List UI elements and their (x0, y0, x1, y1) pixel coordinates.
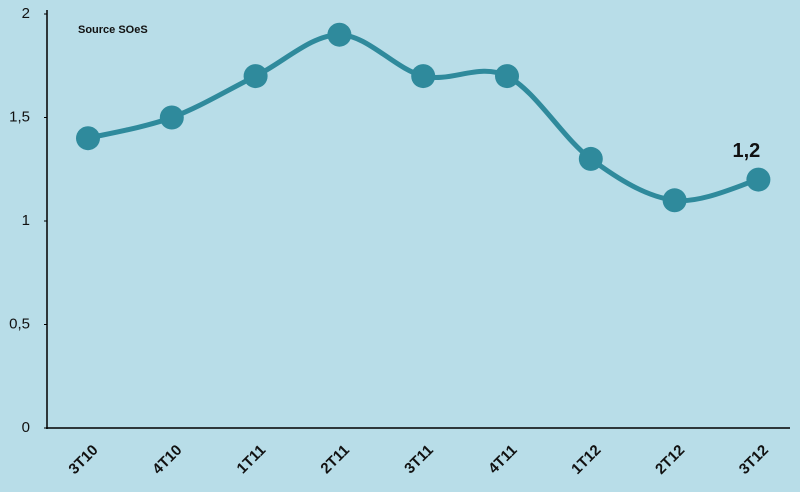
marker (159, 105, 184, 130)
y-tick-label: 1,5 (9, 108, 30, 125)
marker (327, 22, 352, 47)
marker (746, 167, 771, 192)
y-tick-label: 1 (22, 212, 30, 229)
y-tick-label: 0,5 (9, 315, 30, 332)
y-tick-label: 2 (22, 5, 30, 22)
data-label: 1,2 (732, 140, 760, 162)
y-tick-label: 0 (22, 419, 30, 436)
marker (495, 64, 519, 89)
marker (76, 126, 100, 151)
marker (243, 64, 268, 89)
marker (578, 146, 603, 171)
marker (662, 188, 687, 213)
source-note: Source SOeS (78, 24, 148, 36)
marker (411, 64, 436, 89)
